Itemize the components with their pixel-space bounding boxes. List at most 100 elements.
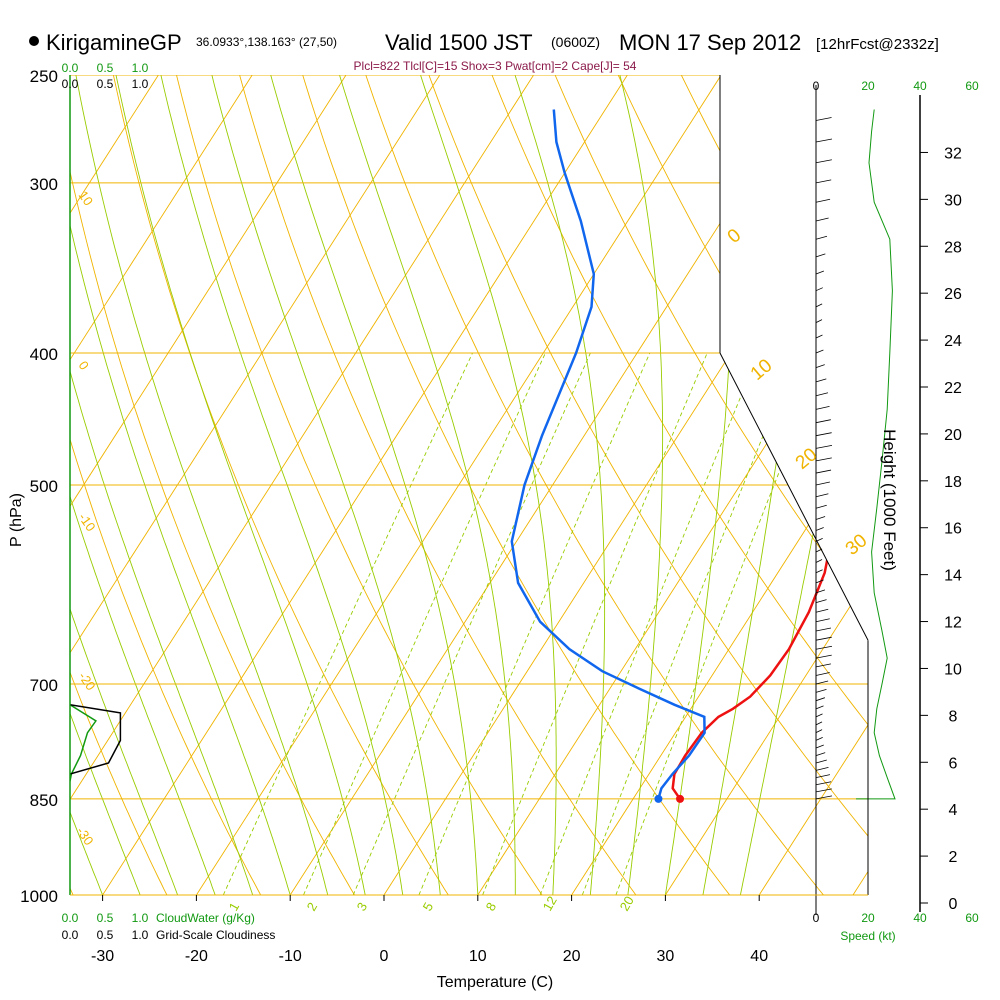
isotherm-line	[665, 75, 868, 895]
wind-barb	[815, 270, 825, 275]
dry-adiabat-line	[365, 75, 824, 895]
moist-adiabat-line	[619, 75, 664, 895]
moist-adiabat-line	[514, 75, 606, 895]
cw-scale-bot-2: 1.0	[132, 911, 149, 925]
dry-adiabat-line	[70, 75, 168, 895]
wind-barb-layer	[815, 85, 896, 915]
cw-scale-top-2: 1.0	[132, 61, 149, 75]
valid-date: MON 17 Sep 2012	[619, 30, 801, 55]
cw-scale-bot-1: 0.5	[97, 911, 114, 925]
wind-barb	[815, 579, 824, 584]
wind-barb	[815, 364, 825, 368]
speed-tick-bottom: 60	[965, 911, 979, 925]
height-tick-label: 14	[944, 568, 962, 585]
dry-adiabat-label: 30	[842, 530, 872, 560]
wind-barb	[815, 138, 833, 143]
x-tick-label: 40	[750, 948, 768, 965]
mixing-ratio-line	[222, 352, 473, 895]
mixing-ratio-line	[482, 352, 708, 895]
dry-adiabat-line	[239, 75, 637, 895]
wind-barb	[815, 527, 824, 531]
height-tick-label: 20	[944, 427, 962, 444]
cl-scale-top-1: 0.5	[97, 77, 114, 91]
wind-barb	[815, 752, 826, 756]
stability-indices: Plcl=822 Tlcl[C]=15 Shox=3 Pwat[cm]=2 Ca…	[354, 59, 637, 73]
moist-adiabat-line	[115, 75, 366, 895]
wind-barb	[815, 405, 830, 410]
wind-barb	[815, 713, 823, 718]
pressure-tick-label: 400	[30, 345, 58, 364]
cw-scale-top-1: 0.5	[97, 61, 114, 75]
wind-barb	[815, 795, 833, 800]
wind-barb	[815, 319, 823, 324]
height-tick-label: 22	[944, 380, 962, 397]
wind-barb	[815, 721, 823, 726]
wind-barb	[815, 303, 823, 308]
height-tick-label: 4	[949, 802, 958, 819]
moist-adiabat-line	[160, 75, 404, 895]
wind-barb	[815, 559, 823, 563]
pressure-tick-label: 1000	[20, 887, 58, 906]
wind-barb	[815, 654, 832, 659]
speed-tick-bottom: 20	[861, 911, 875, 925]
height-axis-title: Height (1000 Feet)	[880, 429, 899, 571]
x-tick-label: 20	[563, 948, 581, 965]
isotherm-label: 0	[76, 358, 92, 373]
wind-barb	[815, 504, 827, 509]
station-coords: 36.0933°,138.163° (27,50)	[196, 35, 337, 49]
pressure-tick-label: 850	[30, 791, 58, 810]
dry-adiabat-line	[302, 75, 731, 895]
wind-barb	[815, 774, 831, 779]
wind-barb	[815, 516, 826, 520]
height-tick-label: 28	[944, 239, 962, 256]
dry-adiabat-label: 10	[747, 355, 777, 385]
moist-adiabat-line	[70, 75, 291, 895]
wind-barb	[815, 349, 824, 354]
moist-adiabat-line	[75, 75, 329, 895]
speed-axis-title: Speed (kt)	[840, 929, 895, 943]
wind-barb	[815, 569, 823, 574]
height-tick-label: 6	[949, 755, 958, 772]
mixing-ratio-line	[418, 352, 651, 895]
cloudwater-label: CloudWater (g/Kg)	[156, 911, 255, 925]
wind-barb	[815, 235, 828, 240]
wind-barb	[815, 432, 832, 437]
wind-barb	[815, 117, 832, 121]
cloudiness-profile	[70, 704, 122, 775]
wind-barb	[815, 179, 832, 184]
pressure-tick-label: 500	[30, 477, 58, 496]
station-name: KirigamineGP	[46, 30, 182, 55]
dry-adiabat-line	[176, 75, 543, 895]
speed-tick-top: 20	[861, 79, 875, 93]
isotherm-line	[852, 75, 868, 895]
wind-barb	[815, 636, 832, 641]
wind-barb	[815, 680, 829, 685]
wind-barb	[815, 697, 826, 702]
moist-adiabat-line	[70, 75, 104, 895]
wind-barb	[815, 737, 823, 741]
wind-barb	[815, 445, 833, 449]
mixing-ratio-label: 5	[420, 900, 437, 914]
speed-tick-bottom: 0	[813, 911, 820, 925]
height-tick-label: 2	[949, 849, 958, 866]
wind-barb	[815, 788, 832, 793]
wind-barb	[815, 627, 832, 632]
wind-barb	[815, 766, 829, 771]
mixing-ratio-label: 12	[540, 893, 560, 913]
mixing-ratio-label: 3	[354, 900, 371, 914]
moist-adiabat-line	[70, 75, 216, 895]
wind-barb	[815, 198, 831, 203]
height-tick-label: 16	[944, 521, 962, 538]
mixing-ratio-line	[539, 352, 760, 895]
moist-adiabat-line	[70, 75, 141, 895]
x-tick-label: -30	[91, 948, 114, 965]
cl-scale-bot-1: 0.5	[97, 928, 114, 942]
dry-adiabat-line	[807, 75, 868, 895]
wind-barb	[815, 729, 823, 734]
wind-barb	[815, 599, 827, 604]
wind-barb	[815, 287, 823, 292]
x-tick-label: 10	[469, 948, 487, 965]
mixing-ratio-label: 2	[304, 900, 321, 914]
wind-barb	[815, 253, 826, 258]
